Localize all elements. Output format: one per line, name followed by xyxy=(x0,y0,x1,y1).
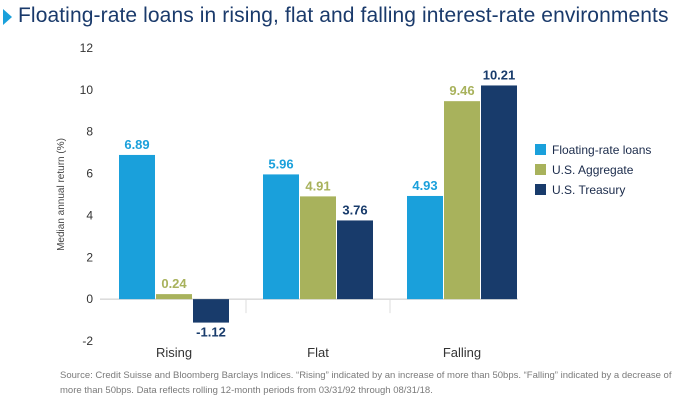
title-row: Floating-rate loans in rising, flat and … xyxy=(0,0,700,36)
data-label: 4.93 xyxy=(412,178,437,193)
legend-swatch xyxy=(535,184,546,195)
y-tick-label: 2 xyxy=(86,250,93,264)
x-category-label: Flat xyxy=(307,345,329,360)
x-category-label: Falling xyxy=(443,345,481,360)
y-tick-label: 8 xyxy=(86,125,93,139)
bar-flat-u-s-aggregate xyxy=(300,196,336,300)
y-axis-label: Median annual return (%) xyxy=(56,138,67,251)
y-tick-label: -2 xyxy=(82,334,93,348)
legend-swatch xyxy=(535,164,546,175)
data-label: 6.89 xyxy=(124,137,149,152)
legend-label: U.S. Treasury xyxy=(552,183,625,197)
bar-flat-u-s-treasury xyxy=(337,220,373,300)
title-marker-icon xyxy=(3,9,12,25)
bar-rising-floating-rate-loans xyxy=(119,154,155,300)
legend-label: U.S. Aggregate xyxy=(552,163,634,177)
y-tick-label: 10 xyxy=(80,83,94,97)
bar-rising-u-s-treasury xyxy=(193,299,229,323)
data-label: 10.21 xyxy=(483,67,516,82)
data-label: 5.96 xyxy=(268,156,293,171)
bar-falling-u-s-treasury xyxy=(481,85,517,300)
legend-label: Floating-rate loans xyxy=(552,143,651,157)
bar-rising-u-s-aggregate xyxy=(156,294,192,300)
chart-title: Floating-rate loans in rising, flat and … xyxy=(18,4,669,27)
data-label: 3.76 xyxy=(342,202,367,217)
legend-swatch xyxy=(535,144,546,155)
y-tick-label: 12 xyxy=(80,41,94,55)
data-label: 9.46 xyxy=(449,83,474,98)
y-tick-label: 4 xyxy=(86,208,93,222)
data-label: 0.24 xyxy=(161,276,187,291)
bar-falling-u-s-aggregate xyxy=(444,101,480,300)
x-category-label: Rising xyxy=(156,345,192,360)
data-label: -1.12 xyxy=(196,325,226,340)
bar-flat-floating-rate-loans xyxy=(263,174,299,300)
y-tick-label: 6 xyxy=(86,167,93,181)
data-label: 4.91 xyxy=(305,178,330,193)
bar-falling-floating-rate-loans xyxy=(407,195,443,300)
y-tick-label: 0 xyxy=(86,292,93,306)
source-note: Source: Credit Suisse and Bloomberg Barc… xyxy=(60,370,672,396)
